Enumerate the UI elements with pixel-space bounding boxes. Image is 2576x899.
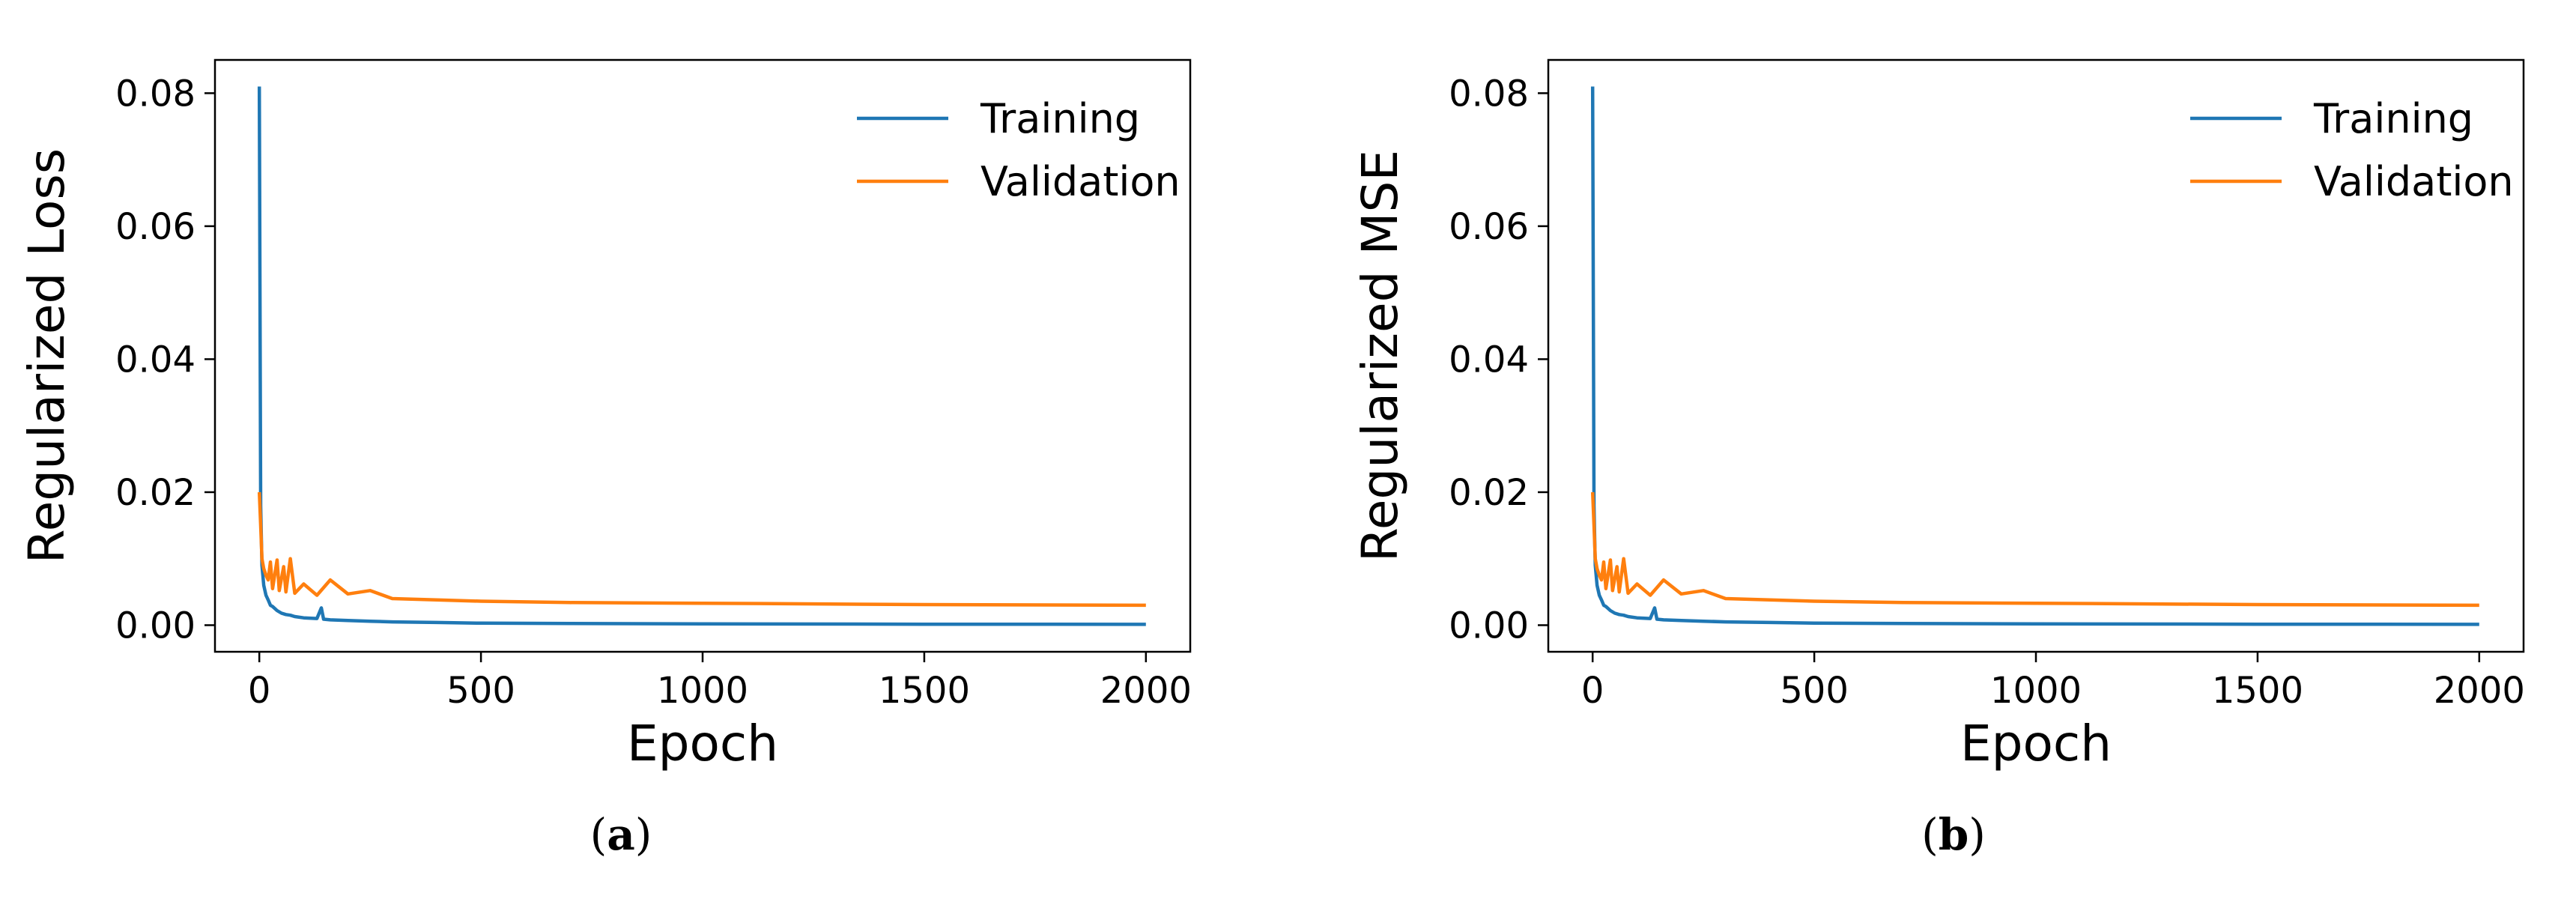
y-axis-title-a: Regularized Loss [18,148,76,563]
series-line-validation-a [257,491,1146,608]
plot-frame-b [1547,58,2525,653]
x-tick-label: 2000 [1100,670,1192,712]
caption-a-open: ( [590,809,607,860]
caption-b-open: ( [1921,809,1939,860]
x-axis-title-b: Epoch [1960,715,2112,772]
y-tick-label: 0.02 [1449,472,1529,514]
x-tick-label: 1000 [1990,670,2082,712]
series-line-training-a [257,86,1146,626]
caption-b-close: ) [1969,809,1986,860]
x-tick-label: 0 [1581,670,1604,712]
x-tick-label: 1000 [657,670,748,712]
y-axis-title-b: Regularized MSE [1351,150,1409,562]
chart-panel-b: 0 500 1000 1500 2000 0.00 0.02 0.04 0.06 0.08 Epoc… [1351,58,2525,772]
y-tick-label: 0.06 [1449,206,1529,248]
x-tick-label: 0 [248,670,271,712]
caption-a-close: ) [634,809,652,860]
series-line-validation-b [1590,491,2479,608]
legend-label-validation-b: Validation [2314,158,2514,205]
chart-panel-a: 0 500 1000 1500 2000 0.00 0.02 0.04 0.06 0.08 Epoc… [18,58,1192,772]
plot-frame-a [213,58,1192,653]
legend-label-validation-a: Validation [981,158,1181,205]
caption-a: (a) [546,809,696,860]
y-tick-label: 0.08 [1449,73,1529,115]
x-tick-label: 2000 [2434,670,2525,712]
y-tick-label: 0.06 [115,206,196,248]
caption-b-letter: b [1938,809,1969,860]
y-tick-label: 0.00 [1449,605,1529,647]
x-tick-label: 500 [446,670,515,712]
x-tick-label: 1500 [879,670,970,712]
y-tick-label: 0.04 [1449,339,1529,381]
y-tick-label: 0.04 [115,339,196,381]
x-axis-title-a: Epoch [627,715,778,772]
y-tick-label: 0.08 [115,73,196,115]
y-tick-label: 0.02 [115,472,196,514]
series-line-training-b [1590,86,2479,626]
x-tick-label: 500 [1780,670,1849,712]
x-tick-label: 1500 [2212,670,2303,712]
caption-b: (b) [1879,809,2028,860]
legend-label-training-b: Training [2313,95,2473,142]
legend-label-training-a: Training [980,95,1140,142]
y-tick-label: 0.00 [115,605,196,647]
caption-a-letter: a [607,809,635,860]
